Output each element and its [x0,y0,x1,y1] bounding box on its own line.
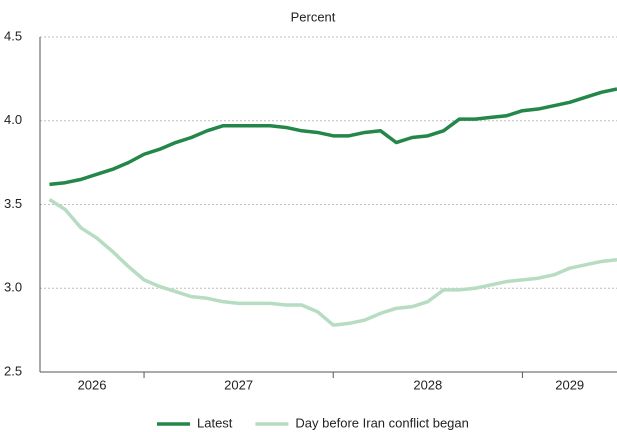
x-tick-label: 2027 [224,377,253,392]
series-line [48,198,617,327]
legend-label: Latest [197,415,233,430]
x-tick-label: 2028 [413,377,442,392]
chart-subtitle: Percent [291,9,336,24]
y-tick-label: 3.0 [4,280,22,295]
y-tick-label: 4.0 [4,112,22,127]
y-tick-label: 4.5 [4,28,22,43]
legend-label: Day before Iran conflict began [295,415,468,430]
y-tick-label: 2.5 [4,363,22,378]
x-tick-label: 2026 [78,377,107,392]
series-line [49,87,617,187]
x-tick-label: 2029 [555,377,584,392]
y-tick-label: 3.5 [4,196,22,211]
